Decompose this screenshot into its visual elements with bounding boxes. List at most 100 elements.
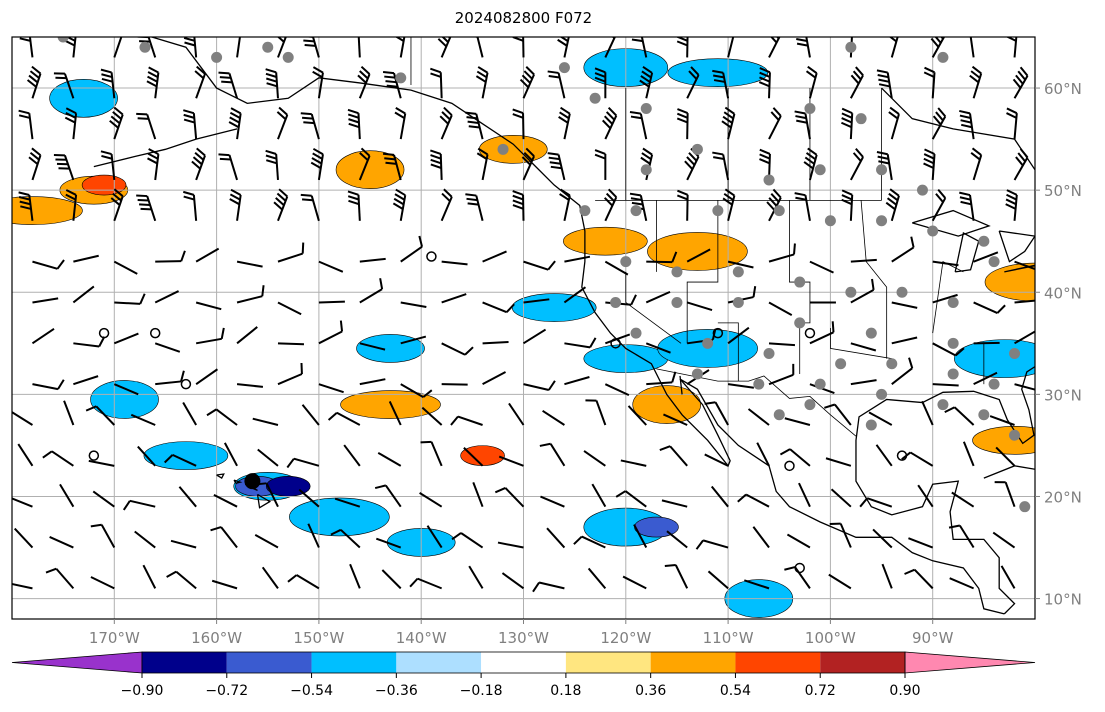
wind-barb xyxy=(868,411,893,426)
wind-barb xyxy=(254,534,279,549)
wind-barb xyxy=(959,109,975,140)
wind-barb xyxy=(73,254,99,263)
anomaly-contour-patch xyxy=(563,226,648,256)
wind-barb xyxy=(629,111,648,140)
observation-station-dot xyxy=(916,184,928,196)
wind-barb xyxy=(604,383,630,397)
observation-station-dot xyxy=(691,368,703,380)
wind-barb xyxy=(394,37,406,58)
wind-barb xyxy=(475,66,489,99)
wind-barb xyxy=(277,362,303,386)
wind-barb xyxy=(876,69,893,99)
wind-barb xyxy=(995,446,1016,467)
coastline xyxy=(1004,264,1035,273)
wind-barb xyxy=(359,278,384,304)
wind-barb xyxy=(891,301,918,309)
wind-barb xyxy=(594,67,607,99)
calm-wind-circle xyxy=(784,460,795,472)
wind-barb xyxy=(223,442,238,467)
wind-barb xyxy=(973,301,1006,314)
wind-barb xyxy=(722,188,736,222)
wind-barb xyxy=(358,147,371,181)
tropical-cyclone-marker xyxy=(244,473,261,490)
observation-station-dot xyxy=(876,215,888,227)
wind-barb xyxy=(32,259,65,270)
wind-barb xyxy=(441,342,474,356)
wind-barb xyxy=(640,147,654,181)
calm-wind-circle xyxy=(896,450,908,461)
observation-station-dot xyxy=(702,337,714,349)
wind-barb xyxy=(155,250,186,263)
wind-barb xyxy=(90,523,116,549)
wind-barb xyxy=(794,192,811,221)
wind-barb xyxy=(931,107,947,140)
wind-barb xyxy=(287,574,320,590)
wind-barb xyxy=(828,573,852,590)
observation-station-dot xyxy=(671,266,683,278)
wind-barb xyxy=(786,533,811,549)
wind-barb xyxy=(32,297,59,304)
wind-barb xyxy=(923,66,936,99)
wind-barb xyxy=(784,566,811,589)
wind-barb xyxy=(559,188,571,221)
colorbar-tick-label: 0.36 xyxy=(635,683,666,699)
wind-barb xyxy=(472,482,484,508)
calm-wind-circle xyxy=(180,378,192,390)
colorbar-extend-high xyxy=(904,651,1036,674)
anomaly-contour-patch xyxy=(289,497,390,537)
wind-barb xyxy=(498,455,524,467)
wind-barb xyxy=(113,383,139,396)
colorbar-frame xyxy=(141,651,906,674)
wind-barb xyxy=(482,301,515,314)
observation-station-dot xyxy=(824,215,836,227)
wind-barb xyxy=(211,579,238,590)
wind-barb xyxy=(42,450,74,467)
observation-station-dot xyxy=(640,164,652,176)
wind-barb xyxy=(273,188,289,222)
wind-barb xyxy=(330,528,361,549)
wind-barb xyxy=(645,290,671,304)
wind-barb xyxy=(252,417,279,426)
wind-barb xyxy=(13,527,34,549)
wind-barb xyxy=(841,107,854,140)
wind-barb xyxy=(615,490,647,508)
observation-station-dot xyxy=(497,143,509,155)
wind-barb xyxy=(1013,148,1029,181)
wind-barb xyxy=(794,110,811,140)
wind-barb xyxy=(521,147,535,181)
observation-station-dot xyxy=(57,37,69,43)
political-boundary xyxy=(656,368,857,437)
wind-barb xyxy=(727,260,754,269)
observation-station-dot xyxy=(712,205,724,217)
wind-barb xyxy=(426,525,443,549)
colorbar-segment xyxy=(142,652,227,673)
colorbar-segment xyxy=(226,652,312,673)
wind-barb xyxy=(1014,383,1035,391)
wind-barb xyxy=(465,111,484,140)
wind-barb xyxy=(307,523,320,548)
wind-barb xyxy=(923,148,936,181)
wind-barb xyxy=(155,370,185,386)
wind-barb xyxy=(178,486,197,508)
wind-barb xyxy=(519,66,535,99)
longitude-axis: 170°W 160°W 150°W 140°W 130°W 120°W 110°W 100°W… xyxy=(89,619,954,647)
longitude-tick-label: 150°W xyxy=(293,629,344,647)
wind-barb xyxy=(546,527,566,549)
wind-barb xyxy=(645,342,671,354)
wind-barb xyxy=(286,457,320,469)
observation-station-dot xyxy=(640,102,652,114)
colorbar-segment xyxy=(311,652,397,673)
wind-barb xyxy=(236,326,258,345)
wind-barb xyxy=(419,492,443,508)
wind-barb xyxy=(686,248,711,263)
wind-barb xyxy=(206,408,238,426)
coastline xyxy=(855,365,1035,615)
coastline xyxy=(233,479,243,484)
wind-barb xyxy=(194,65,206,99)
wind-barb xyxy=(891,236,915,263)
wind-barb xyxy=(704,401,729,426)
anomaly-contour-patch xyxy=(478,135,548,164)
wind-barb xyxy=(542,410,565,426)
wind-barb xyxy=(904,568,934,590)
wind-barb xyxy=(420,440,443,467)
